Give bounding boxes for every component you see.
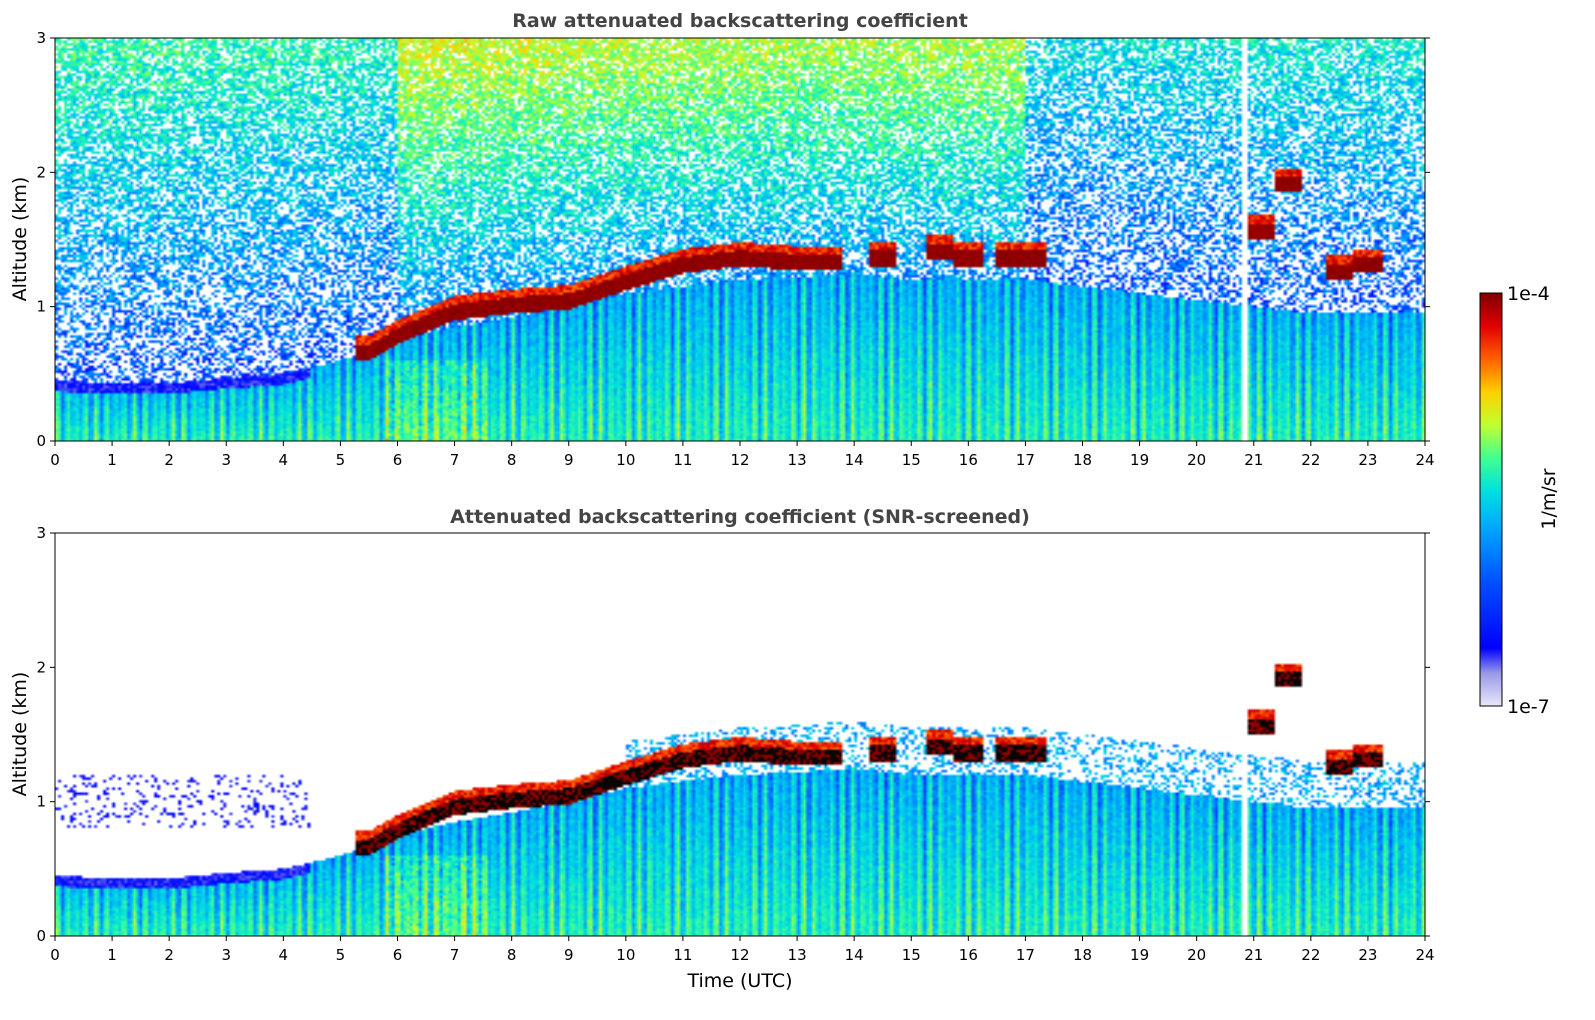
colorbar: 1e-4 1e-7 1/m/sr: [1479, 283, 1560, 718]
x-tick-label: 15: [902, 946, 921, 964]
x-tick-label: 2: [164, 946, 174, 964]
y-tick-label: 0: [36, 927, 46, 945]
x-tick-label: 21: [1244, 451, 1263, 469]
x-tick-label: 1: [107, 946, 117, 964]
x-tick-label: 3: [221, 946, 231, 964]
colorbar-gradient: [1479, 292, 1503, 707]
y-tick-label: 1: [36, 298, 46, 316]
y-tick-label: 2: [36, 163, 46, 181]
x-tick-label: 9: [564, 451, 574, 469]
y-tick-label: 0: [36, 432, 46, 450]
x-tick-label: 16: [959, 451, 978, 469]
x-tick-label: 8: [507, 946, 517, 964]
x-tick-label: 13: [788, 451, 807, 469]
x-tick-label: 19: [1130, 451, 1149, 469]
colorbar-unit-label: 1/m/sr: [1538, 468, 1560, 529]
heatmap-image: [55, 38, 1425, 441]
y-axis-ticks: 0 1 2 3: [36, 29, 1430, 450]
y-tick-label: 3: [36, 524, 46, 542]
x-tick-label: 20: [1187, 946, 1206, 964]
panel-title: Attenuated backscattering coefficient (S…: [450, 506, 1030, 528]
x-axis-label: Time (UTC): [686, 970, 792, 992]
x-tick-label: 4: [279, 451, 289, 469]
colorbar-min-label: 1e-7: [1507, 696, 1550, 718]
panel-title: Raw attenuated backscattering coefficien…: [512, 10, 968, 32]
x-tick-label: 9: [564, 946, 574, 964]
x-tick-label: 23: [1358, 451, 1377, 469]
colorbar-max-label: 1e-4: [1507, 283, 1550, 305]
x-tick-label: 17: [1016, 451, 1035, 469]
x-tick-label: 18: [1073, 451, 1092, 469]
x-tick-label: 6: [393, 451, 403, 469]
x-tick-label: 7: [450, 946, 460, 964]
x-tick-label: 0: [50, 451, 60, 469]
x-tick-label: 11: [673, 946, 692, 964]
y-axis-label: Altitude (km): [9, 672, 31, 797]
x-tick-label: 14: [845, 946, 864, 964]
panel-raw: Raw attenuated backscattering coefficien…: [9, 10, 1435, 469]
x-tick-label: 23: [1358, 946, 1377, 964]
x-tick-label: 13: [788, 946, 807, 964]
x-tick-label: 24: [1415, 946, 1434, 964]
x-tick-label: 24: [1415, 451, 1434, 469]
x-tick-label: 5: [336, 451, 346, 469]
x-tick-label: 12: [730, 946, 749, 964]
x-tick-label: 15: [902, 451, 921, 469]
x-tick-label: 2: [164, 451, 174, 469]
y-tick-label: 1: [36, 793, 46, 811]
x-tick-label: 22: [1301, 946, 1320, 964]
x-tick-label: 5: [336, 946, 346, 964]
x-axis-ticks: 0 1 2 3 4 5 6 7 8 9 10 11 12 13 14 15 16 17 18 19 20 21 22 23 24: [50, 441, 1435, 469]
panel-screened: Attenuated backscattering coefficient (S…: [9, 506, 1435, 992]
x-tick-label: 14: [845, 451, 864, 469]
x-axis-ticks: 0 1 2 3 4 5 6 7 8 9 10 11 12 13 14 15 16 17 18 19 20 21 22 23 24: [50, 936, 1435, 964]
x-tick-label: 17: [1016, 946, 1035, 964]
x-tick-label: 22: [1301, 451, 1320, 469]
x-tick-label: 19: [1130, 946, 1149, 964]
x-tick-label: 20: [1187, 451, 1206, 469]
x-tick-label: 12: [730, 451, 749, 469]
x-tick-label: 10: [616, 946, 635, 964]
y-axis-ticks: 0 1 2 3: [36, 524, 1430, 945]
x-tick-label: 6: [393, 946, 403, 964]
x-tick-label: 1: [107, 451, 117, 469]
y-tick-label: 2: [36, 658, 46, 676]
x-tick-label: 3: [221, 451, 231, 469]
x-tick-label: 7: [450, 451, 460, 469]
heatmap-image: [55, 533, 1425, 936]
x-tick-label: 8: [507, 451, 517, 469]
x-tick-label: 21: [1244, 946, 1263, 964]
heatmap-screened: [55, 533, 1425, 936]
x-tick-label: 18: [1073, 946, 1092, 964]
x-tick-label: 0: [50, 946, 60, 964]
y-tick-label: 3: [36, 29, 46, 47]
x-tick-label: 10: [616, 451, 635, 469]
x-tick-label: 11: [673, 451, 692, 469]
heatmap-raw: [55, 38, 1425, 441]
x-tick-label: 4: [279, 946, 289, 964]
x-tick-label: 16: [959, 946, 978, 964]
y-axis-label: Altitude (km): [9, 177, 31, 302]
